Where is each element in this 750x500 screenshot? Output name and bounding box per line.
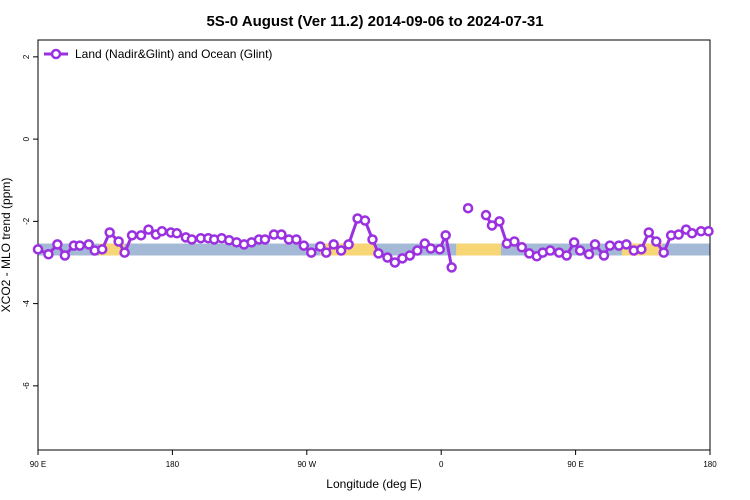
point [259, 234, 271, 245]
point [673, 229, 684, 240]
chart-title: 5S-0 August (Ver 11.2) 2014-09-06 to 202… [206, 13, 543, 30]
point [583, 249, 595, 260]
point [291, 234, 302, 245]
point [686, 228, 698, 239]
point [516, 242, 528, 253]
point [561, 250, 572, 261]
point [425, 243, 436, 254]
point [135, 230, 147, 241]
point [32, 244, 44, 255]
point [658, 247, 669, 258]
point [119, 247, 130, 258]
point [544, 245, 556, 256]
point [143, 224, 154, 235]
point [113, 236, 124, 247]
point [276, 229, 287, 240]
point [574, 245, 586, 256]
point [298, 240, 310, 251]
y-tick-label: -4 [22, 299, 31, 307]
x-tick-label: 0 [439, 460, 444, 469]
point [589, 239, 601, 250]
point [186, 234, 198, 245]
point [404, 250, 416, 261]
point [509, 236, 520, 247]
point [359, 215, 371, 226]
point [126, 230, 138, 241]
y-axis-label: XCO2 - MLO trend (ppm) [0, 178, 13, 313]
x-tick-label: 180 [703, 460, 717, 469]
x-axis-label: Longitude (deg E) [326, 477, 421, 491]
point [83, 239, 95, 250]
x-tick-label: 180 [166, 460, 180, 469]
point [314, 241, 326, 252]
x-tick-label: 90 E [30, 460, 46, 469]
point [96, 244, 108, 255]
x-tick-label: 90 W [297, 460, 316, 469]
point [494, 216, 505, 227]
point [636, 244, 647, 255]
point [462, 202, 474, 214]
point [104, 227, 115, 238]
point [446, 262, 457, 273]
point [43, 249, 54, 260]
point [171, 228, 183, 239]
point [335, 245, 347, 256]
point [621, 239, 632, 250]
point [373, 248, 384, 259]
legend-marker [50, 48, 62, 60]
point [703, 225, 714, 237]
point [440, 230, 451, 241]
point [568, 237, 580, 248]
point [320, 247, 332, 258]
point [598, 250, 610, 261]
band-highlight [456, 243, 501, 256]
point [59, 250, 71, 261]
y-tick-label: -2 [22, 217, 31, 225]
point [306, 247, 317, 258]
point [382, 252, 393, 263]
point [650, 236, 662, 247]
y-tick-label: 2 [22, 54, 31, 59]
x-tick-label: 90 E [567, 460, 583, 469]
point [343, 239, 354, 250]
point [52, 239, 63, 250]
point [389, 257, 401, 268]
point [367, 234, 378, 245]
y-tick-label: -6 [22, 382, 31, 390]
point [643, 227, 655, 238]
point [486, 220, 498, 231]
band-highlight [99, 243, 125, 256]
point [434, 244, 445, 255]
point [156, 225, 168, 237]
point [74, 240, 86, 251]
point [328, 239, 339, 250]
point [604, 240, 616, 251]
legend-label: Land (Nadir&Glint) and Ocean (Glint) [75, 47, 272, 61]
point [412, 245, 423, 256]
y-tick-label: 0 [22, 136, 31, 141]
point [480, 209, 492, 221]
